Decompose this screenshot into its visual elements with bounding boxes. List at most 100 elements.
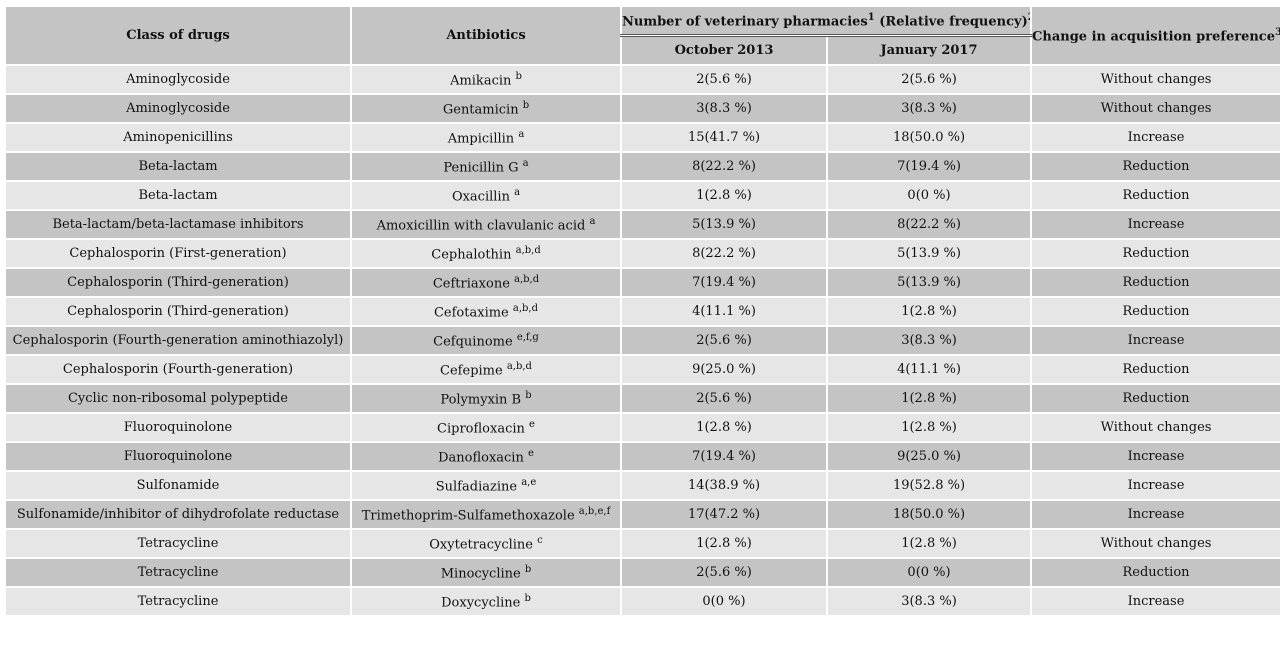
october-cell: 3(8.3 %) (620, 93, 828, 124)
change-cell: Increase (1030, 586, 1283, 617)
antibiotic-name: Polymyxin B (440, 392, 526, 408)
antibiotic-cell: Cephalothin a,b,d (350, 238, 622, 269)
antibiotic-cell: Cefepime a,b,d (350, 354, 622, 385)
table-row: Sulfonamide/inhibitor of dihydrofolate r… (4, 499, 1283, 530)
october-cell: 7(19.4 %) (620, 441, 828, 472)
footnote: a,b,e,f (578, 505, 611, 517)
footnote: a (589, 215, 596, 227)
october-cell: 9(25.0 %) (620, 354, 828, 385)
october-cell: 2(5.6 %) (620, 325, 828, 356)
antibiotic-cell: Ciprofloxacin e (350, 412, 622, 443)
class-cell: Beta-lactam (4, 151, 352, 182)
january-cell: 1(2.8 %) (825, 383, 1033, 414)
table-row: Cyclic non-ribosomal polypeptide Polymyxi… (4, 383, 1283, 414)
change-cell: Without changes (1030, 93, 1283, 124)
header-october: October 2013 (620, 34, 828, 66)
october-cell: 4(11.1 %) (620, 296, 828, 327)
footnote: 3 (1275, 27, 1279, 38)
change-cell: Without changes (1030, 412, 1283, 443)
antibiotic-name: Trimethoprim-Sulfamethoxazole (361, 508, 579, 524)
january-cell: 19(52.8 %) (825, 470, 1033, 501)
october-cell: 7(19.4 %) (620, 267, 828, 298)
footnote: e (529, 418, 535, 430)
footnote: b (522, 99, 530, 111)
antibiotic-cell: Trimethoprim-Sulfamethoxazole a,b,e,f (350, 499, 622, 530)
antibiotic-name: Penicillin G (443, 160, 523, 176)
class-cell: Sulfonamide (4, 470, 352, 501)
class-cell: Aminoglycoside (4, 64, 352, 95)
antibiotic-cell: Cefotaxime a,b,d (350, 296, 622, 327)
class-cell: Cephalosporin (Third-generation) (4, 296, 352, 327)
antibiotic-cell: Minocycline b (350, 557, 622, 588)
change-cell: Reduction (1030, 267, 1283, 298)
class-cell: Aminoglycoside (4, 93, 352, 124)
antibiotic-name: Ciprofloxacin (437, 421, 530, 437)
antibiotic-name: Danofloxacin (438, 450, 528, 466)
antibiotic-cell: Oxytetracycline c (350, 528, 622, 559)
antibiotic-name: Doxycycline (441, 595, 525, 611)
change-cell: Increase (1030, 499, 1283, 530)
change-cell: Without changes (1030, 64, 1283, 95)
january-cell: 1(2.8 %) (825, 528, 1033, 559)
antibiotic-cell: Sulfadiazine a,e (350, 470, 622, 501)
table-row: Beta-lactam Penicillin G a 8(22.2 %) 7(19.4… (4, 151, 1283, 182)
class-cell: Sulfonamide/inhibitor of dihydrofolate r… (4, 499, 352, 530)
class-cell: Fluoroquinolone (4, 412, 352, 443)
antibiotic-name: Oxacillin (451, 189, 515, 205)
antibiotic-name: Sulfadiazine (435, 479, 522, 495)
january-cell: 5(13.9 %) (825, 267, 1033, 298)
table-row: Tetracycline Doxycycline b 0(0 %) 3(8.3 %) I… (4, 586, 1283, 617)
antibiotic-name: Ampicillin (447, 131, 519, 147)
january-cell: 3(8.3 %) (825, 325, 1033, 356)
header-relative-text: (Relative frequency) (874, 14, 1028, 30)
change-cell: Reduction (1030, 151, 1283, 182)
january-cell: 1(2.8 %) (825, 412, 1033, 443)
change-cell: Without changes (1030, 528, 1283, 559)
antibiotic-cell: Oxacillin a (350, 180, 622, 211)
table-row: Sulfonamide Sulfadiazine a,e 14(38.9 %) 19(… (4, 470, 1283, 501)
class-cell: Beta-lactam/beta-lactamase inhibitors (4, 209, 352, 240)
change-cell: Increase (1030, 441, 1283, 472)
header-january: January 2017 (825, 34, 1033, 66)
january-cell: 18(50.0 %) (825, 122, 1033, 153)
january-cell: 18(50.0 %) (825, 499, 1033, 530)
header-class: Class of drugs (4, 5, 352, 66)
header-number-text: Number of veterinary pharmacies (622, 14, 868, 30)
table-row: Cephalosporin (Third-generation) Ceftriax… (4, 267, 1283, 298)
change-cell: Reduction (1030, 383, 1283, 414)
change-cell: Increase (1030, 470, 1283, 501)
table-row: Fluoroquinolone Danofloxacin e 7(19.4 %) 9(… (4, 441, 1283, 472)
antibiotic-cell: Ceftriaxone a,b,d (350, 267, 622, 298)
antibiotic-cell: Polymyxin B b (350, 383, 622, 414)
change-cell: Reduction (1030, 238, 1283, 269)
antibiotic-name: Amoxicillin with clavulanic acid (376, 218, 590, 234)
class-cell: Cephalosporin (Fourth-generation aminoth… (4, 325, 352, 356)
change-cell: Reduction (1030, 557, 1283, 588)
footnote: 1 (867, 11, 875, 23)
footnote: e (527, 447, 534, 459)
drug-table: Class of drugs Antibiotics Number of vet… (4, 5, 1283, 617)
january-cell: 0(0 %) (825, 557, 1033, 588)
antibiotic-name: Amikacin (450, 73, 516, 89)
antibiotic-cell: Amoxicillin with clavulanic acid a (350, 209, 622, 240)
antibiotic-name: Cefquinome (433, 334, 517, 350)
class-cell: Cephalosporin (Third-generation) (4, 267, 352, 298)
antibiotic-cell: Gentamicin b (350, 93, 622, 124)
table-row: Aminoglycoside Amikacin b 2(5.6 %) 2(5.6 %)… (4, 64, 1283, 95)
class-cell: Aminopenicillins (4, 122, 352, 153)
class-cell: Tetracycline (4, 528, 352, 559)
footnote: b (515, 70, 522, 82)
header-number: Number of veterinary pharmacies1 (Relati… (619, 5, 1033, 37)
october-cell: 0(0 %) (620, 586, 828, 617)
january-cell: 2(5.6 %) (825, 64, 1033, 95)
class-cell: Cyclic non-ribosomal polypeptide (4, 383, 352, 414)
antibiotic-name: Minocycline (440, 566, 525, 582)
october-cell: 2(5.6 %) (620, 557, 828, 588)
october-cell: 1(2.8 %) (620, 528, 828, 559)
table-row: Fluoroquinolone Ciprofloxacin e 1(2.8 %) 1(… (4, 412, 1283, 443)
class-cell: Tetracycline (4, 557, 352, 588)
table-row: Cephalosporin (First-generation) Cephalot… (4, 238, 1283, 269)
january-cell: 4(11.1 %) (825, 354, 1033, 385)
header-change-text: Change in acquisition preference (1032, 29, 1275, 45)
october-cell: 1(2.8 %) (620, 180, 828, 211)
